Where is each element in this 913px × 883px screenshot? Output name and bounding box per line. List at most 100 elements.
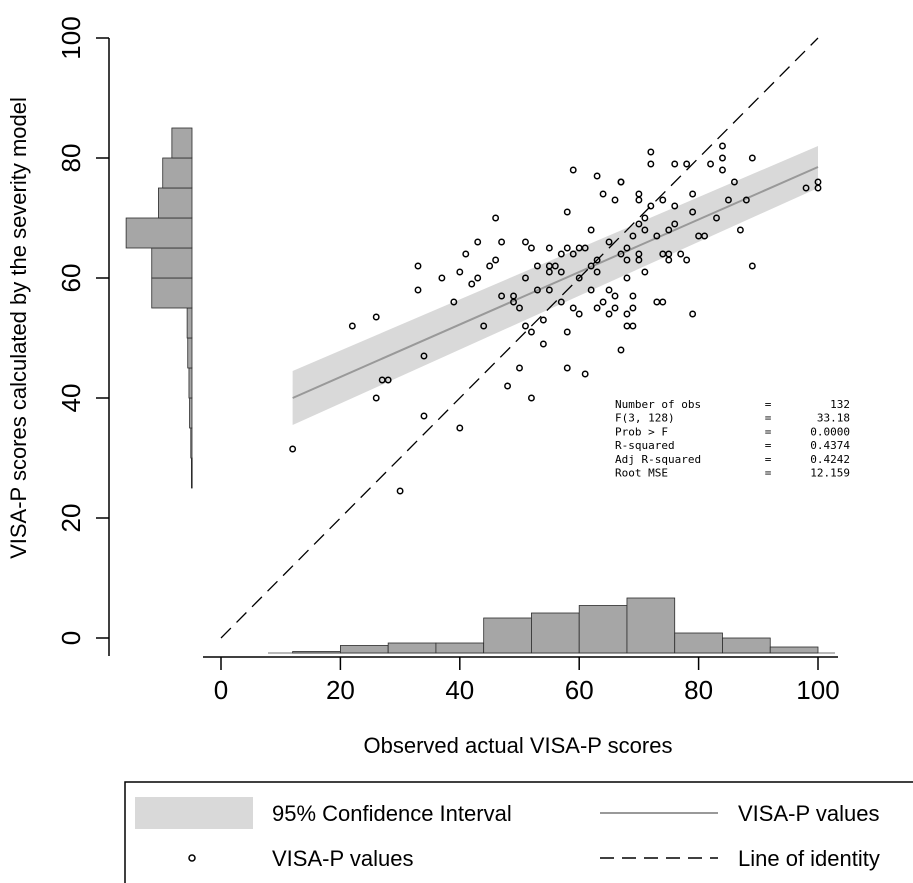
y-tick-label: 100 [56, 16, 86, 59]
data-point [569, 304, 577, 312]
data-point [653, 232, 661, 240]
y-hist-bar [171, 127, 193, 159]
x-tick-label: 100 [796, 675, 839, 705]
data-point [468, 280, 476, 288]
legend-ci-label: 95% Confidence Interval [272, 801, 512, 826]
stats-eq: = [765, 398, 772, 411]
x-hist-bar [578, 605, 628, 654]
data-point [701, 232, 709, 240]
data-point [450, 298, 458, 306]
x-hist-bar [483, 617, 532, 654]
data-point [593, 268, 601, 276]
data-point [593, 256, 601, 264]
stats-value: 33.18 [817, 412, 850, 425]
x-hist-bar [531, 612, 580, 654]
data-point [671, 160, 679, 168]
legend-fit-label: VISA-P values [738, 801, 879, 826]
data-point [683, 256, 691, 264]
data-point [623, 274, 631, 282]
data-point [462, 250, 470, 258]
data-point [527, 394, 535, 402]
stats-table: Number of obs = 132 F(3, 128) = 33.18 Prob > F… [615, 398, 850, 480]
fit-line [292, 166, 819, 399]
data-point [814, 184, 822, 192]
data-point [414, 262, 422, 270]
data-point [689, 310, 697, 318]
stats-label: R-squared [615, 439, 675, 452]
y-hist-bar [187, 337, 193, 369]
y-hist-bar [151, 277, 193, 309]
data-point [647, 202, 655, 210]
data-point [617, 250, 625, 258]
data-point [730, 178, 738, 186]
data-point [719, 154, 726, 162]
y-hist-bar [162, 157, 193, 189]
x-tick-label: 40 [445, 675, 474, 705]
data-point [802, 184, 810, 192]
identity-line-path [220, 37, 819, 639]
data-point [539, 316, 547, 324]
x-hist-bar [387, 642, 437, 654]
data-point [551, 262, 559, 270]
y-tick-label: 60 [56, 264, 86, 293]
data-point [635, 256, 643, 264]
x-tick-label: 60 [565, 675, 594, 705]
data-point [372, 313, 380, 321]
confidence-band-area [292, 146, 818, 425]
data-point [748, 154, 756, 162]
data-point [527, 328, 535, 336]
data-point [629, 292, 637, 300]
y-axis-title: VISA-P scores calculated by the severity… [6, 97, 31, 559]
data-point [581, 244, 589, 252]
data-point [599, 298, 607, 306]
data-point [384, 376, 392, 384]
y-hist-bar [189, 397, 193, 429]
data-point [635, 196, 643, 204]
data-point [611, 292, 619, 300]
data-point [725, 196, 732, 204]
data-point [617, 346, 625, 354]
data-point [563, 244, 571, 252]
data-point [617, 178, 625, 186]
x-hist-bar [722, 637, 771, 654]
data-point [641, 268, 649, 276]
legend-identity-label: Line of identity [738, 846, 880, 871]
data-point [563, 328, 571, 336]
data-point [474, 238, 482, 246]
stats-label: F(3, 128) [615, 412, 675, 425]
identity-line [220, 37, 819, 639]
data-point [748, 262, 756, 270]
stats-label: Prob > F [615, 425, 668, 438]
data-point [522, 274, 529, 282]
x-hist-bar [339, 645, 389, 654]
stats-label: Number of obs [615, 398, 701, 411]
stats-eq: = [765, 425, 772, 438]
data-point [557, 250, 565, 258]
y-tick-label: 40 [56, 384, 86, 413]
data-point [545, 268, 553, 276]
confidence-band [292, 146, 818, 425]
data-point [563, 364, 571, 372]
data-point [736, 226, 744, 234]
data-point [569, 250, 577, 258]
data-point [456, 424, 464, 432]
data-point [647, 148, 655, 156]
data-point [545, 286, 553, 294]
y-hist-bar [190, 457, 193, 489]
data-point [719, 142, 726, 150]
stats-eq: = [765, 467, 772, 480]
data-point [569, 166, 577, 174]
y-hist-bar [158, 187, 193, 219]
data-point [635, 220, 643, 228]
data-point [719, 166, 726, 174]
data-point [629, 322, 637, 330]
x-tick-label: 20 [326, 675, 355, 705]
data-point [647, 160, 655, 168]
data-point [414, 286, 422, 294]
data-point [623, 244, 631, 252]
y-hist-bar [125, 217, 193, 249]
y-hist-bar [190, 427, 193, 459]
data-point [498, 292, 506, 300]
